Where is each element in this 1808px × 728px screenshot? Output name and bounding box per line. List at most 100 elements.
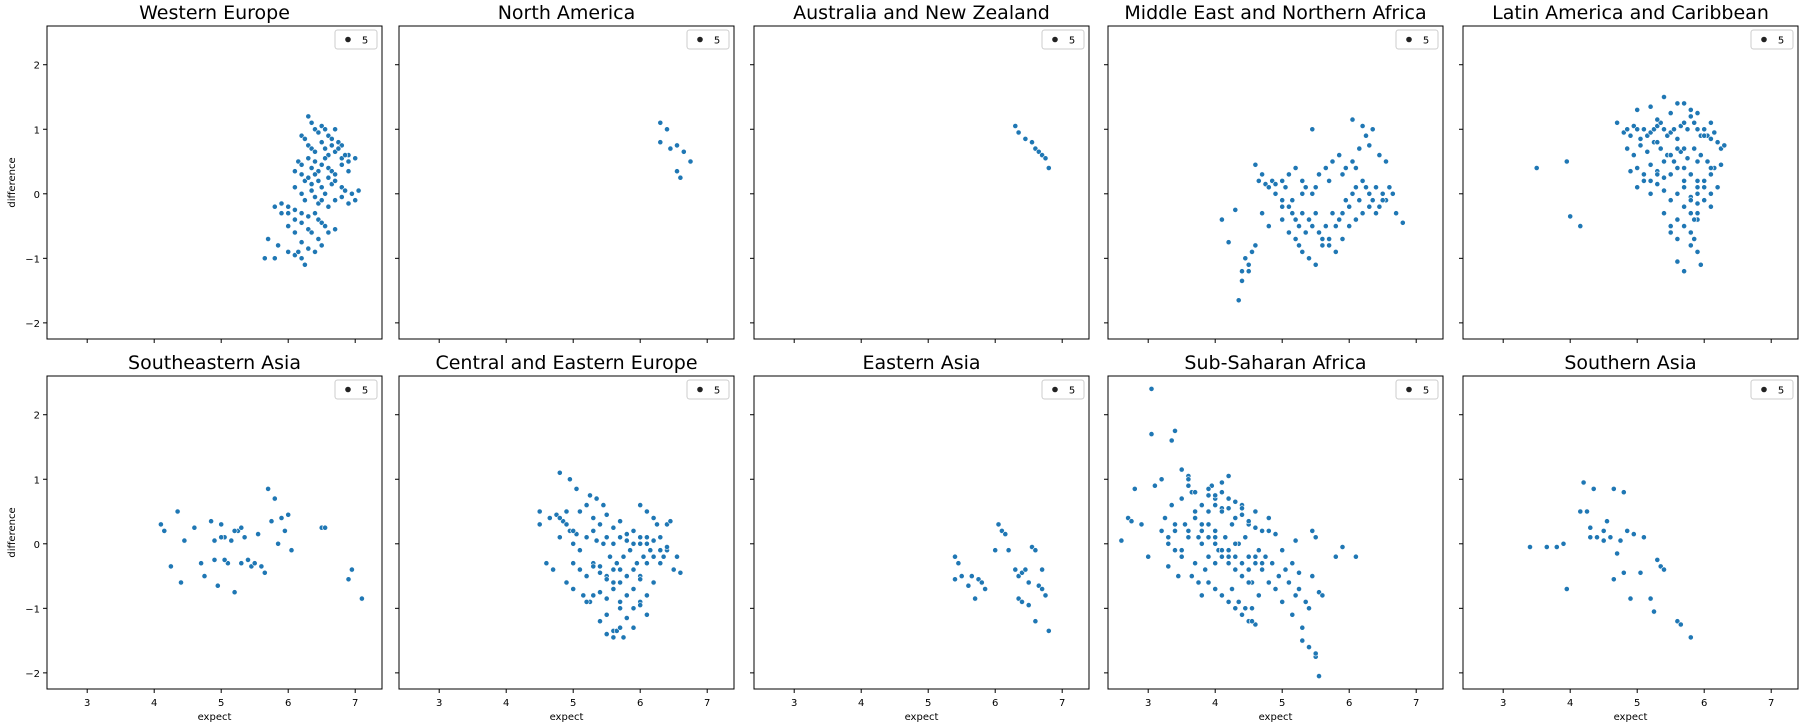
data-point <box>610 634 617 641</box>
legend-label: 5 <box>1778 386 1784 397</box>
data-point <box>1667 197 1674 204</box>
data-point <box>322 145 328 152</box>
data-point <box>198 560 204 567</box>
subplot-8: Eastern Asia 3 4 5 6 7 expect 5 <box>750 352 1090 723</box>
data-point <box>305 245 312 252</box>
data-point <box>1600 537 1607 544</box>
legend-marker <box>1052 36 1058 43</box>
data-point <box>1708 203 1714 210</box>
y-tick-label: −1 <box>25 254 40 265</box>
data-point <box>1637 142 1644 149</box>
data-point <box>1249 618 1255 625</box>
x-tick-label: 6 <box>1701 698 1707 709</box>
scatter-series <box>1527 479 1694 641</box>
data-point <box>1229 586 1235 592</box>
data-point <box>640 553 647 560</box>
data-point <box>1239 573 1245 579</box>
data-point <box>644 592 650 599</box>
data-point <box>603 576 610 583</box>
plot-area <box>754 26 1089 339</box>
data-point <box>593 537 600 544</box>
data-point <box>563 579 570 586</box>
data-point <box>1185 476 1192 483</box>
data-point <box>1299 637 1306 644</box>
data-point <box>1309 126 1316 133</box>
data-point <box>650 515 657 521</box>
data-point <box>301 197 308 204</box>
data-point <box>644 540 650 547</box>
data-point <box>318 123 325 129</box>
data-point <box>623 592 630 599</box>
data-point <box>536 508 543 515</box>
data-point <box>308 229 315 236</box>
x-tick-label: 3 <box>436 698 442 709</box>
x-tick-label: 3 <box>791 698 797 709</box>
data-point <box>325 229 332 236</box>
data-point <box>1634 126 1641 133</box>
data-point <box>543 560 550 567</box>
data-point <box>1198 528 1205 534</box>
data-point <box>285 203 292 210</box>
data-point <box>1577 508 1584 515</box>
subplot-7: Central and Eastern Europe 3 4 5 6 7 expect 5 <box>395 352 735 723</box>
data-point <box>1356 197 1363 204</box>
data-point <box>1225 547 1232 554</box>
data-point <box>308 187 315 194</box>
data-point <box>332 126 338 133</box>
data-point <box>1222 534 1229 541</box>
data-point <box>677 174 684 181</box>
data-point <box>285 223 292 229</box>
data-point <box>1312 261 1319 268</box>
data-point <box>1577 223 1584 229</box>
x-tick-label: 7 <box>1059 698 1065 709</box>
data-point <box>325 174 332 181</box>
data-point <box>610 586 617 592</box>
data-point <box>1634 184 1641 191</box>
data-point <box>271 255 278 262</box>
data-point <box>1353 216 1359 223</box>
data-point <box>677 569 684 576</box>
data-point <box>1624 145 1631 152</box>
data-point <box>1600 528 1607 534</box>
data-point <box>1587 534 1594 541</box>
data-point <box>1366 203 1373 210</box>
data-point <box>1012 123 1019 129</box>
data-point <box>972 595 978 602</box>
data-point <box>607 553 613 560</box>
legend-label: 5 <box>362 386 368 397</box>
data-point <box>1714 184 1721 191</box>
data-point <box>597 521 603 528</box>
data-point <box>298 190 305 197</box>
data-point <box>1604 518 1610 525</box>
data-point <box>623 537 630 544</box>
data-point <box>1654 557 1661 563</box>
subplot-title: Southeastern Asia <box>128 352 301 374</box>
data-point <box>1265 528 1272 534</box>
legend: 5 <box>1395 29 1439 50</box>
legend-label: 5 <box>362 36 368 47</box>
data-point <box>1299 624 1306 631</box>
data-point <box>1674 236 1681 242</box>
data-point <box>1647 190 1654 197</box>
data-point <box>1661 187 1667 194</box>
data-point <box>667 518 674 525</box>
data-point <box>1363 132 1369 139</box>
data-point <box>1319 592 1326 599</box>
data-point <box>1644 148 1651 155</box>
data-point <box>1198 521 1205 528</box>
data-point <box>617 624 623 631</box>
plot-area <box>1463 26 1798 339</box>
data-point <box>1259 210 1265 217</box>
plot-frame <box>1462 375 1799 690</box>
data-point <box>1252 560 1259 567</box>
data-point <box>1282 566 1289 573</box>
data-point <box>1165 563 1172 570</box>
data-point <box>1219 508 1225 515</box>
data-point <box>1205 534 1212 541</box>
plot-frame <box>753 25 1090 340</box>
data-point <box>1219 216 1225 223</box>
data-point <box>1265 579 1272 586</box>
data-point <box>278 210 285 217</box>
data-point <box>1188 573 1195 579</box>
data-point <box>1309 528 1316 534</box>
